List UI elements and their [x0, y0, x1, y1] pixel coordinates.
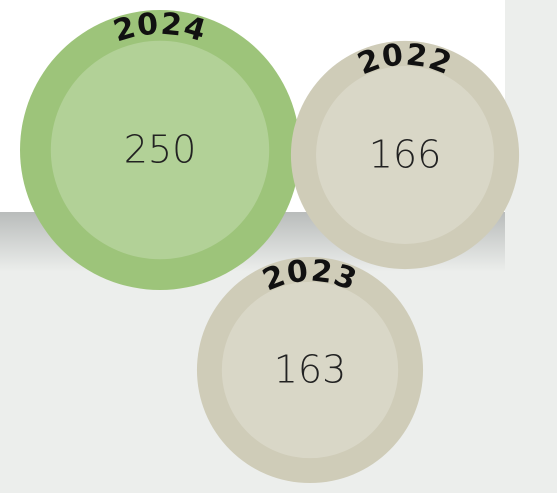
bubble-inner: [316, 66, 494, 244]
value-label: 166: [369, 133, 442, 177]
value-label: 163: [274, 348, 347, 392]
value-label: 250: [124, 128, 197, 172]
bubble: [196, 256, 424, 484]
bubble: [20, 10, 300, 290]
bubble: [290, 40, 520, 270]
bubble-inner: [50, 40, 270, 260]
bubble-inner: [221, 281, 399, 459]
